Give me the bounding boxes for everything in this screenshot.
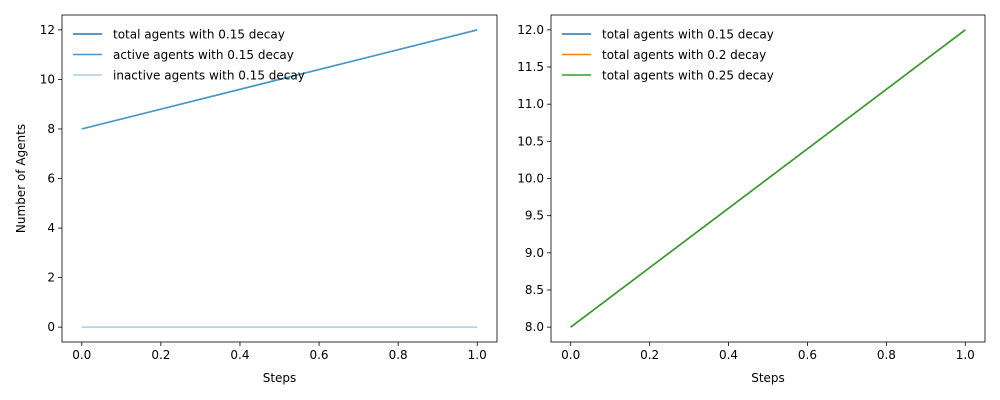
series-line-2 [81, 29, 478, 130]
y-tick-label: 2 [47, 271, 55, 285]
axes-frame [61, 14, 498, 343]
y-tick-label: 12 [40, 23, 55, 37]
x-axis-label: Steps [263, 371, 297, 385]
right-chart-panel: 0.0 0.2 0.4 0.6 0.8 1.0 8.0 8.5 9.0 9.5 10.0 10.5 11… [517, 14, 986, 385]
y-tick-label: 10 [40, 72, 55, 86]
x-tick-label: 0.0 [561, 348, 580, 362]
x-tick-label: 0.4 [230, 348, 249, 362]
legend-label-3: total agents with 0.25 decay [602, 69, 774, 83]
x-tick-label: 0.6 [798, 348, 817, 362]
x-tick-label: 1.0 [468, 348, 487, 362]
y-tick-label: 6 [47, 172, 55, 186]
x-tick-label: 0.8 [389, 348, 408, 362]
y-tick-label: 4 [47, 221, 55, 235]
x-tick-label: 0.6 [309, 348, 328, 362]
y-tick-label: 11.5 [517, 60, 544, 74]
y-tick-label: 11.0 [517, 97, 544, 111]
axes-frame [550, 14, 986, 343]
legend-label-1: total agents with 0.15 decay [602, 28, 774, 42]
y-axis-label: Number of Agents [14, 124, 28, 233]
y-tick-label: 12.0 [517, 23, 544, 37]
legend-label-2: active agents with 0.15 decay [113, 48, 294, 62]
series-line-3 [570, 29, 966, 328]
x-tick-label: 0.0 [72, 348, 91, 362]
y-tick-label: 8 [47, 122, 55, 136]
x-tick-label: 0.2 [151, 348, 170, 362]
legend-label-2: total agents with 0.2 decay [602, 48, 766, 62]
x-axis-label: Steps [751, 371, 785, 385]
legend-label-1: total agents with 0.15 decay [113, 28, 285, 42]
x-tick-label: 0.4 [719, 348, 738, 362]
y-tick-label: 9.0 [525, 246, 544, 260]
x-tick-label: 0.8 [877, 348, 896, 362]
y-tick-label: 8.0 [525, 320, 544, 334]
y-tick-label: 10.0 [517, 172, 544, 186]
y-tick-label: 10.5 [517, 134, 544, 148]
x-tick-label: 0.2 [640, 348, 659, 362]
x-tick-label: 1.0 [956, 348, 975, 362]
y-tick-label: 9.5 [525, 209, 544, 223]
y-tick-label: 8.5 [525, 283, 544, 297]
y-tick-label: 0 [47, 320, 55, 334]
legend-label-3: inactive agents with 0.15 decay [113, 69, 305, 83]
left-chart-panel: 0.0 0.2 0.4 0.6 0.8 1.0 0 2 4 6 8 10 12 Steps Number o… [14, 14, 498, 385]
